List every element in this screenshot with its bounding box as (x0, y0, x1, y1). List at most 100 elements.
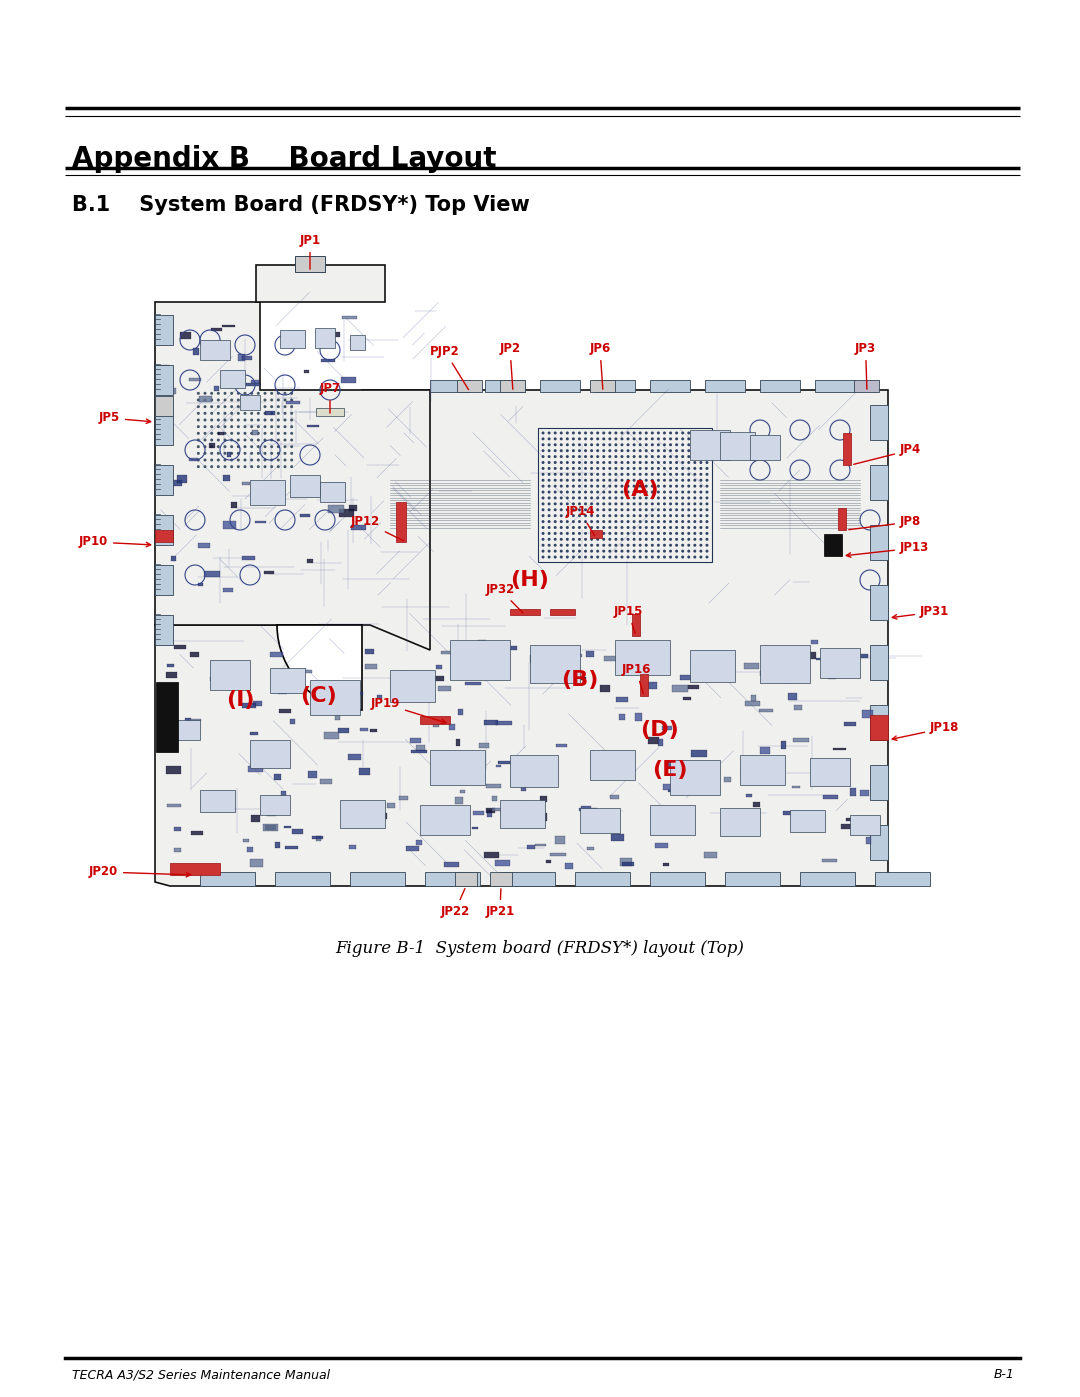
Circle shape (700, 556, 702, 559)
Bar (843, 722, 855, 725)
Bar (324, 732, 339, 739)
Circle shape (541, 461, 544, 464)
Circle shape (651, 520, 653, 522)
Bar (348, 754, 361, 760)
Circle shape (572, 450, 575, 453)
Circle shape (700, 461, 702, 464)
Circle shape (675, 455, 678, 458)
Circle shape (657, 461, 660, 464)
Circle shape (669, 461, 672, 464)
Bar (376, 805, 383, 812)
Circle shape (603, 490, 605, 493)
Circle shape (541, 455, 544, 458)
Circle shape (596, 503, 599, 506)
Bar (365, 648, 374, 654)
Bar (335, 712, 340, 719)
Circle shape (541, 556, 544, 559)
Circle shape (663, 543, 666, 546)
Circle shape (578, 490, 581, 493)
Circle shape (700, 443, 702, 446)
Bar (399, 671, 408, 675)
Circle shape (584, 532, 588, 535)
Text: JP4: JP4 (853, 443, 921, 464)
Circle shape (572, 485, 575, 488)
Circle shape (675, 472, 678, 476)
Circle shape (211, 412, 213, 415)
Circle shape (603, 532, 605, 535)
Circle shape (675, 556, 678, 559)
Bar (590, 380, 615, 393)
Circle shape (615, 549, 618, 553)
Circle shape (541, 538, 544, 541)
Circle shape (633, 455, 636, 458)
Circle shape (621, 461, 623, 464)
Circle shape (645, 543, 648, 546)
Bar (550, 852, 566, 856)
Bar (650, 380, 690, 393)
Circle shape (693, 503, 697, 506)
Circle shape (663, 455, 666, 458)
Circle shape (590, 472, 593, 476)
Bar (497, 721, 512, 725)
Circle shape (615, 496, 618, 500)
Circle shape (626, 527, 630, 529)
Circle shape (608, 520, 611, 522)
Circle shape (669, 549, 672, 553)
Bar (860, 654, 867, 658)
Circle shape (687, 472, 690, 476)
Circle shape (276, 451, 280, 455)
Bar (364, 809, 373, 813)
Bar (570, 678, 586, 680)
Circle shape (651, 556, 653, 559)
Circle shape (608, 543, 611, 546)
Circle shape (590, 509, 593, 511)
Bar (379, 813, 387, 819)
Circle shape (687, 538, 690, 541)
Circle shape (572, 496, 575, 500)
Text: (B): (B) (562, 671, 598, 690)
Circle shape (669, 479, 672, 482)
Text: JP3: JP3 (855, 342, 876, 390)
Circle shape (554, 461, 556, 464)
Bar (249, 740, 291, 768)
Bar (239, 353, 245, 360)
Bar (556, 745, 567, 747)
Circle shape (693, 437, 697, 440)
Bar (320, 482, 345, 502)
Circle shape (251, 465, 253, 468)
Circle shape (251, 391, 253, 395)
Circle shape (669, 538, 672, 541)
Circle shape (608, 472, 611, 476)
Circle shape (700, 527, 702, 529)
Circle shape (608, 467, 611, 469)
Circle shape (669, 485, 672, 488)
Circle shape (645, 479, 648, 482)
Circle shape (645, 472, 648, 476)
Text: JP6: JP6 (590, 342, 610, 390)
Circle shape (264, 451, 267, 455)
Bar (828, 671, 836, 679)
Circle shape (633, 467, 636, 469)
Circle shape (705, 485, 708, 488)
Bar (860, 789, 869, 796)
Circle shape (633, 532, 636, 535)
Circle shape (657, 509, 660, 511)
Circle shape (276, 405, 280, 408)
Bar (559, 648, 573, 654)
Circle shape (270, 446, 273, 448)
Circle shape (657, 472, 660, 476)
Circle shape (211, 458, 213, 461)
Circle shape (657, 467, 660, 469)
Circle shape (590, 520, 593, 522)
Circle shape (283, 425, 286, 427)
Bar (590, 529, 602, 538)
Circle shape (590, 538, 593, 541)
Bar (824, 534, 842, 556)
Circle shape (626, 467, 630, 469)
Circle shape (638, 432, 642, 434)
Circle shape (596, 479, 599, 482)
Circle shape (584, 556, 588, 559)
Circle shape (633, 549, 636, 553)
Circle shape (603, 432, 605, 434)
Bar (836, 764, 843, 771)
